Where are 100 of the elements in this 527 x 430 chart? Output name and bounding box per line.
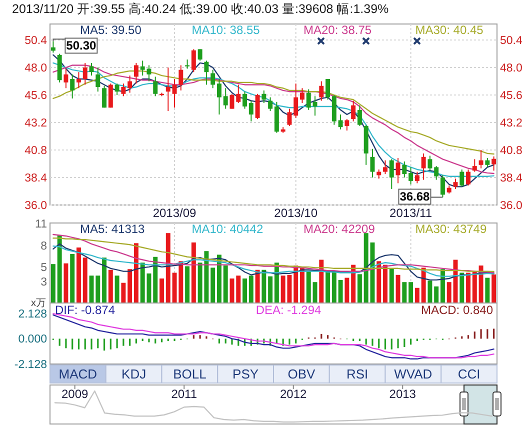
y-axis-title: x万: [31, 298, 46, 309]
candlestick: [460, 168, 464, 188]
candlestick: [223, 88, 228, 110]
x-tick-label: 2013/09: [152, 206, 197, 220]
text: KDJ: [122, 366, 146, 382]
bar: [160, 278, 164, 303]
candlestick: [185, 59, 190, 70]
candlestick: [351, 100, 356, 122]
text: BOLL: [173, 366, 206, 382]
y-tick-label: 5: [40, 262, 47, 274]
bar: [389, 268, 394, 303]
candlestick: [172, 78, 177, 108]
bar: [108, 270, 113, 303]
y-tick-label: 0.000: [18, 334, 47, 346]
candlestick: [287, 108, 292, 126]
text: OBV: [288, 366, 316, 382]
bar: [326, 271, 330, 303]
y-tick-label: -2.128: [14, 359, 47, 371]
bar: [460, 272, 464, 303]
y2-tick-label: 48.0: [500, 62, 522, 75]
bar: [64, 263, 68, 303]
bar: [434, 286, 439, 303]
candlestick: [82, 62, 88, 86]
bar: [223, 266, 228, 303]
text: MA20: 38.75: [304, 23, 372, 37]
bar: [466, 272, 470, 303]
candlestick: [428, 155, 432, 172]
bar: [236, 276, 241, 303]
candlestick: [402, 160, 407, 178]
bar: [57, 235, 62, 303]
bar: [268, 276, 273, 303]
candlestick: [134, 62, 138, 84]
candlestick: [306, 88, 311, 110]
text: PSY: [232, 366, 259, 382]
text: MACD: [58, 366, 98, 382]
text: CCI: [458, 366, 480, 382]
bar: [332, 271, 336, 303]
text: RSI: [346, 366, 368, 382]
candlestick: [434, 166, 439, 180]
candlestick: [294, 83, 298, 118]
bar: [70, 254, 75, 303]
y-tick-label: 43.2: [24, 118, 47, 130]
candlestick: [114, 83, 120, 96]
candlestick: [76, 72, 81, 89]
candlestick: [492, 156, 496, 172]
y2-tick-label: 36.0: [500, 200, 522, 212]
bar: [166, 233, 170, 303]
series-label: MA5: 41313: [80, 222, 146, 236]
candlestick: [319, 80, 324, 102]
candlestick: [64, 68, 68, 89]
annotation: 50.30: [66, 38, 97, 53]
candlestick: [440, 174, 445, 198]
text: MA30: 43749: [415, 222, 487, 236]
candlestick: [102, 85, 107, 108]
candlestick: [210, 69, 216, 89]
candlestick: [70, 74, 75, 99]
bar: [191, 242, 196, 303]
text: MA30: 40.45: [415, 23, 484, 37]
candlestick: [300, 88, 304, 104]
candlestick: [396, 158, 400, 184]
bar: [248, 276, 254, 303]
x-tick-label: 2013: [389, 387, 416, 401]
candlestick: [383, 160, 388, 175]
candlestick: [262, 90, 266, 104]
bar: [255, 270, 260, 303]
bar: [428, 280, 432, 303]
bar: [376, 261, 382, 303]
chart-title: 2013/11/20 开:39.55 高:40.24 低:39.00 收:40.03 量:39608 幅:1.39%: [12, 1, 389, 16]
y-tick-label: 36.0: [24, 200, 47, 212]
y-tick-label: 38.4: [24, 172, 48, 185]
series-label: MACD: 0.840: [420, 303, 494, 317]
bar: [383, 264, 388, 303]
candlestick: [248, 100, 254, 122]
candlestick: [472, 158, 477, 172]
candlestick: [338, 114, 343, 130]
bar: [402, 282, 407, 303]
y-tick-label: 8: [40, 240, 47, 252]
bar: [50, 264, 56, 303]
bar: [306, 271, 311, 303]
y2-tick-label: 45.6: [500, 90, 522, 102]
x-tick-label: 2013/11: [390, 206, 432, 220]
y2-tick-label: 43.2: [500, 118, 522, 130]
candlestick: [344, 118, 350, 132]
candlestick: [108, 83, 113, 108]
bar: [242, 278, 247, 303]
bar: [338, 280, 343, 303]
y-tick-label: 45.6: [24, 90, 47, 102]
y-tick-label: 3: [40, 276, 47, 288]
y2-tick-label: 40.8: [500, 145, 522, 158]
y-tick-label: 11: [35, 218, 47, 231]
bar: [121, 282, 126, 303]
candlestick: [478, 150, 484, 169]
text: MA10: 38.55: [192, 23, 260, 37]
candlestick: [230, 93, 234, 110]
y-tick-label: 48.0: [24, 62, 47, 75]
x-tick-label: 2009: [61, 387, 89, 401]
candlestick: [421, 152, 426, 180]
candlestick: [357, 104, 362, 126]
bar: [414, 288, 420, 303]
y-tick-label: 50.4: [24, 35, 48, 48]
